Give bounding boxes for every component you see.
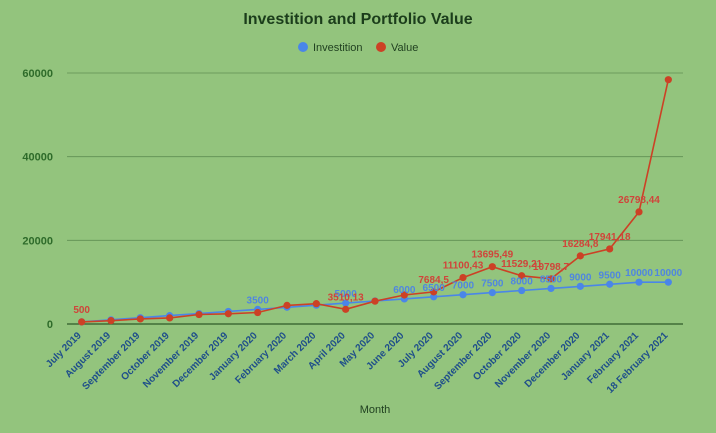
data-point-investition	[664, 278, 672, 286]
data-label-value: 7684,5	[418, 275, 449, 286]
data-point-investition	[518, 286, 526, 295]
legend-label-value: Value	[391, 42, 418, 54]
y-tick-label: 0	[47, 319, 53, 331]
gridlines	[67, 72, 683, 325]
data-point-value	[166, 314, 174, 322]
data-label-investition: 10000	[625, 268, 653, 279]
data-point-value	[635, 208, 643, 216]
data-point-investition	[430, 293, 438, 301]
data-point-investition	[606, 280, 614, 288]
x-tick-label: February 2021	[585, 330, 641, 386]
data-point-value	[547, 275, 555, 283]
data-point-value	[136, 315, 144, 323]
y-tick-label: 40000	[22, 152, 53, 164]
legend-marker-value	[376, 42, 386, 52]
data-point-value	[312, 300, 320, 308]
data-point-value	[78, 318, 86, 326]
data-label-value: 3510,13	[328, 292, 365, 303]
data-label-value: 500	[73, 305, 90, 316]
series-group	[78, 76, 672, 326]
legend-marker-investition	[298, 42, 308, 52]
data-label-investition: 6000	[393, 285, 416, 296]
data-label-investition: 6500	[423, 283, 446, 294]
data-point-value	[283, 301, 291, 309]
data-label-value: 11100,43	[443, 261, 484, 272]
data-point-investition	[635, 278, 643, 286]
data-label-value: 16284,8	[562, 239, 599, 250]
data-label-value: 13695,49	[471, 250, 513, 261]
data-point-value	[606, 245, 614, 253]
data-label-value: 11529,21	[501, 259, 543, 270]
data-point-value	[107, 317, 115, 325]
y-axis: 0 20000 40000 60000	[22, 68, 53, 331]
data-point-value	[371, 297, 379, 305]
data-point-investition	[547, 284, 555, 293]
data-point-value	[576, 252, 584, 260]
data-label-investition: 9500	[599, 270, 622, 281]
data-label-investition: 8000	[511, 277, 534, 288]
data-point-value	[224, 310, 232, 318]
chart-title: Investition and Portfolio Value	[243, 11, 472, 28]
data-point-value	[664, 76, 672, 84]
data-point-value	[195, 310, 203, 319]
data-point-value	[342, 305, 350, 313]
data-point-value	[400, 291, 408, 299]
data-point-investition	[488, 289, 496, 297]
data-label-investition: 7000	[452, 281, 475, 292]
data-label-investition: 7500	[481, 279, 504, 290]
data-label-value: 10798,7	[533, 262, 570, 273]
data-label-investition: 3500	[247, 295, 270, 306]
data-label-value: 26798,44	[618, 195, 660, 206]
data-point-investition	[342, 299, 350, 307]
y-tick-label: 20000	[22, 235, 53, 247]
legend-label-investition: Investition	[313, 42, 363, 54]
y-tick-label: 60000	[22, 68, 53, 80]
data-point-value	[254, 308, 262, 317]
data-point-value	[488, 263, 496, 271]
x-tick-label: February 2020	[233, 330, 289, 386]
x-axis-label: Month	[360, 404, 391, 416]
legend: Investition Value	[298, 42, 418, 54]
data-point-value	[430, 288, 438, 296]
data-label-investition: 10000	[654, 268, 682, 279]
data-point-value	[459, 273, 467, 282]
data-label-value: 17941,18	[589, 232, 631, 243]
data-point-investition	[576, 282, 584, 290]
data-label-investition: 9000	[569, 272, 592, 283]
data-labels: 3500 5000 6000 6500 7000 7500 8000 8500 9000 9500…	[73, 195, 682, 316]
data-label-investition: 5000	[335, 289, 358, 300]
data-point-value	[518, 272, 526, 280]
data-label-investition: 8500	[540, 274, 563, 285]
data-point-investition	[459, 291, 467, 299]
